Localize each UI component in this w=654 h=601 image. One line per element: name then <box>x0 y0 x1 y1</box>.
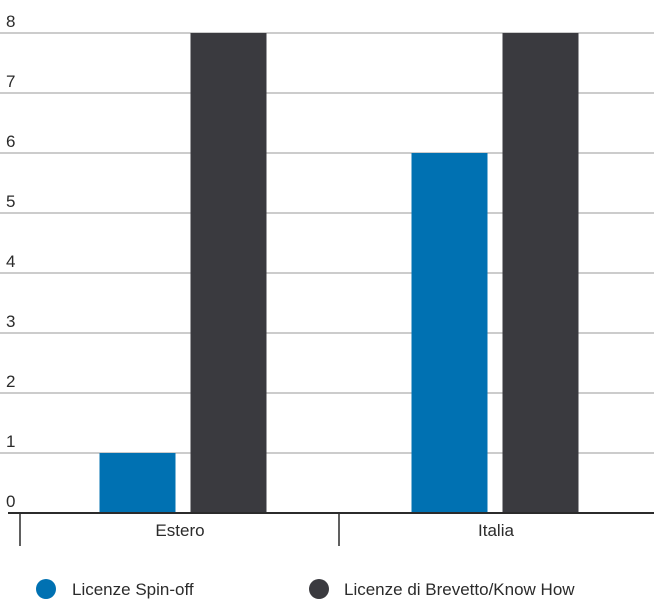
y-tick-label: 3 <box>6 312 15 331</box>
x-axis: Estero Italia <box>8 512 654 546</box>
legend-marker-series-1 <box>36 579 56 599</box>
legend-label-series-2: Licenze di Brevetto/Know How <box>344 580 575 599</box>
bar-estero-series-1 <box>99 453 176 513</box>
x-tick-label: Italia <box>478 521 514 540</box>
legend: Licenze Spin-off Licenze di Brevetto/Know… <box>36 579 575 599</box>
y-tick-label: 5 <box>6 192 15 211</box>
legend-marker-series-2 <box>309 579 329 599</box>
x-tick-label: Estero <box>155 521 204 540</box>
y-tick-label: 4 <box>6 252 15 271</box>
y-tick-label: 2 <box>6 372 15 391</box>
y-tick-label: 1 <box>6 432 15 451</box>
bar-italia-series-1 <box>411 153 488 513</box>
bar-italia-series-2 <box>502 33 579 513</box>
y-tick-label: 7 <box>6 72 15 91</box>
legend-label-series-1: Licenze Spin-off <box>72 580 194 599</box>
y-tick-label: 8 <box>6 12 15 31</box>
y-tick-label: 6 <box>6 132 15 151</box>
bars <box>99 33 579 513</box>
bar-estero-series-2 <box>190 33 267 513</box>
y-tick-label: 0 <box>6 492 15 511</box>
